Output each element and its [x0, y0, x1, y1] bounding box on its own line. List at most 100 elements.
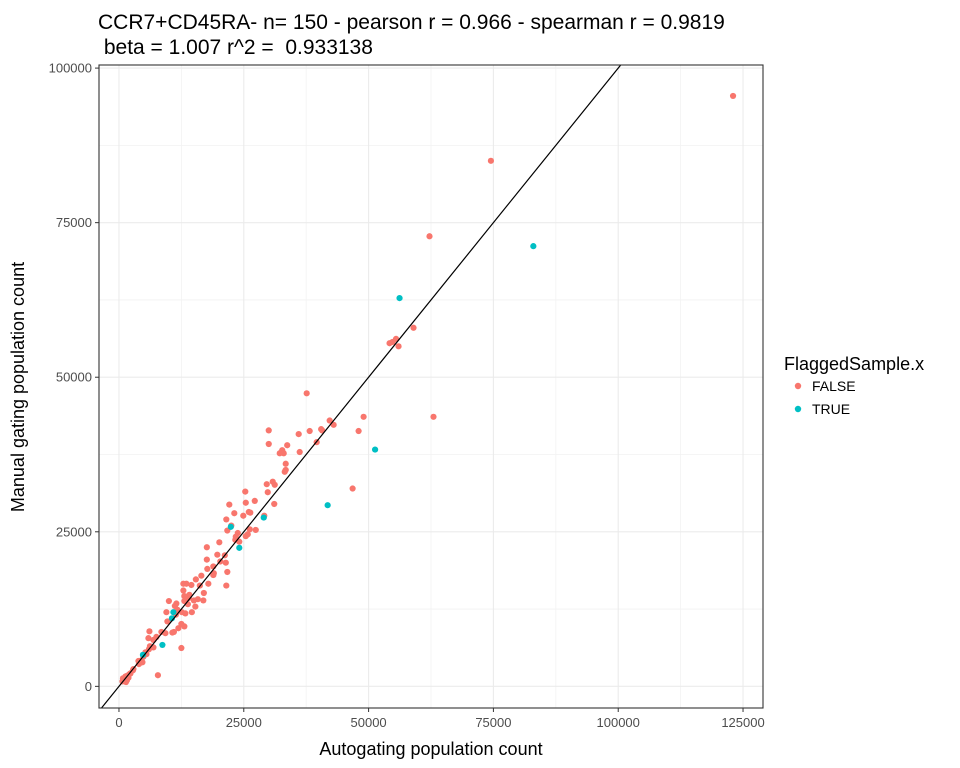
- point-false: [386, 340, 393, 347]
- point-false: [360, 413, 367, 420]
- x-tick-label: 75000: [475, 715, 511, 730]
- point-false: [164, 618, 171, 625]
- point-false: [242, 488, 249, 495]
- point-false: [175, 625, 182, 632]
- point-false: [487, 157, 495, 164]
- point-true: [159, 641, 166, 649]
- chart-title-line2: beta = 1.007 r^2 = 0.933138: [98, 36, 373, 59]
- point-false: [410, 324, 417, 331]
- point-false: [180, 580, 187, 587]
- point-false: [231, 510, 238, 517]
- y-axis-title: Manual gating population count: [8, 262, 28, 512]
- point-false: [205, 580, 212, 587]
- point-false: [178, 644, 185, 652]
- point-false: [150, 636, 157, 644]
- x-tick-label: 25000: [226, 715, 262, 730]
- point-false: [303, 390, 310, 397]
- point-false: [281, 468, 288, 475]
- point-false: [326, 417, 333, 424]
- point-true: [236, 544, 243, 551]
- point-false: [188, 581, 195, 589]
- legend-label-true: TRUE: [812, 401, 850, 417]
- point-true: [324, 502, 331, 509]
- y-tick-label: 100000: [49, 61, 92, 76]
- x-tick-label: 125000: [721, 715, 764, 730]
- point-false: [200, 589, 207, 597]
- point-false: [430, 413, 437, 420]
- point-false: [265, 440, 272, 448]
- reference-line: [101, 64, 622, 709]
- point-false: [271, 481, 278, 488]
- x-tick-label: 100000: [597, 715, 640, 730]
- point-false: [198, 572, 205, 579]
- x-tick-label: 0: [115, 715, 122, 730]
- point-false: [395, 343, 402, 350]
- plot-panel: [98, 64, 764, 709]
- point-false: [729, 92, 737, 100]
- point-false: [306, 427, 313, 435]
- y-tick-label: 50000: [56, 370, 92, 385]
- y-tick-label: 25000: [56, 524, 92, 539]
- point-false: [154, 672, 162, 679]
- point-false: [169, 629, 176, 636]
- point-true: [371, 446, 379, 453]
- point-false: [135, 661, 143, 668]
- point-false: [210, 571, 217, 579]
- point-false: [200, 597, 207, 604]
- point-false: [280, 450, 287, 457]
- point-false: [146, 628, 153, 635]
- point-false: [252, 526, 259, 534]
- x-axis-ticks: 0 25000 50000 75000 100000 125000: [115, 708, 765, 730]
- point-false: [158, 628, 165, 636]
- point-false: [426, 233, 433, 240]
- point-false: [242, 499, 249, 506]
- point-false: [246, 526, 253, 533]
- point-false: [242, 533, 249, 540]
- point-false: [222, 559, 229, 566]
- point-true: [227, 523, 234, 530]
- legend-key-false: [794, 382, 802, 390]
- chart-title-line1: CCR7+CD45RA- n= 150 - pearson r = 0.966 …: [98, 11, 725, 34]
- point-false: [216, 539, 223, 546]
- point-false: [188, 609, 195, 616]
- x-tick-label: 50000: [351, 715, 387, 730]
- point-false: [264, 489, 271, 496]
- point-true: [168, 615, 175, 622]
- y-tick-label: 0: [85, 679, 92, 694]
- point-false: [203, 544, 210, 551]
- point-false: [192, 576, 199, 583]
- point-true: [396, 294, 403, 302]
- y-tick-label: 75000: [56, 215, 92, 230]
- point-false: [240, 512, 247, 519]
- point-false: [203, 556, 210, 563]
- point-false: [251, 497, 258, 504]
- x-axis-title: Autogating population count: [319, 739, 542, 759]
- point-false: [349, 485, 356, 492]
- legend-title: FlaggedSample.x: [784, 354, 924, 374]
- point-false: [145, 635, 152, 642]
- point-false: [284, 442, 291, 449]
- point-false: [296, 448, 303, 456]
- point-false: [190, 597, 197, 604]
- point-false: [182, 610, 189, 617]
- point-false: [265, 427, 272, 434]
- legend-key-true: [794, 405, 802, 413]
- point-true: [530, 243, 537, 250]
- plot-panel-border: [98, 64, 764, 709]
- point-false: [295, 431, 302, 438]
- point-false: [247, 509, 254, 516]
- point-true: [139, 651, 147, 658]
- point-false: [204, 565, 211, 572]
- point-false: [282, 460, 289, 467]
- minor-gridlines: [99, 65, 763, 708]
- point-false: [318, 426, 325, 433]
- legend-label-false: FALSE: [812, 378, 856, 394]
- y-axis-ticks: 0 25000 50000 75000 100000: [49, 61, 99, 694]
- point-true: [170, 609, 177, 616]
- point-false: [192, 603, 199, 610]
- point-false: [214, 551, 221, 558]
- legend: FlaggedSample.x FALSE TRUE: [784, 354, 924, 417]
- point-false: [271, 500, 278, 508]
- point-false: [226, 501, 233, 508]
